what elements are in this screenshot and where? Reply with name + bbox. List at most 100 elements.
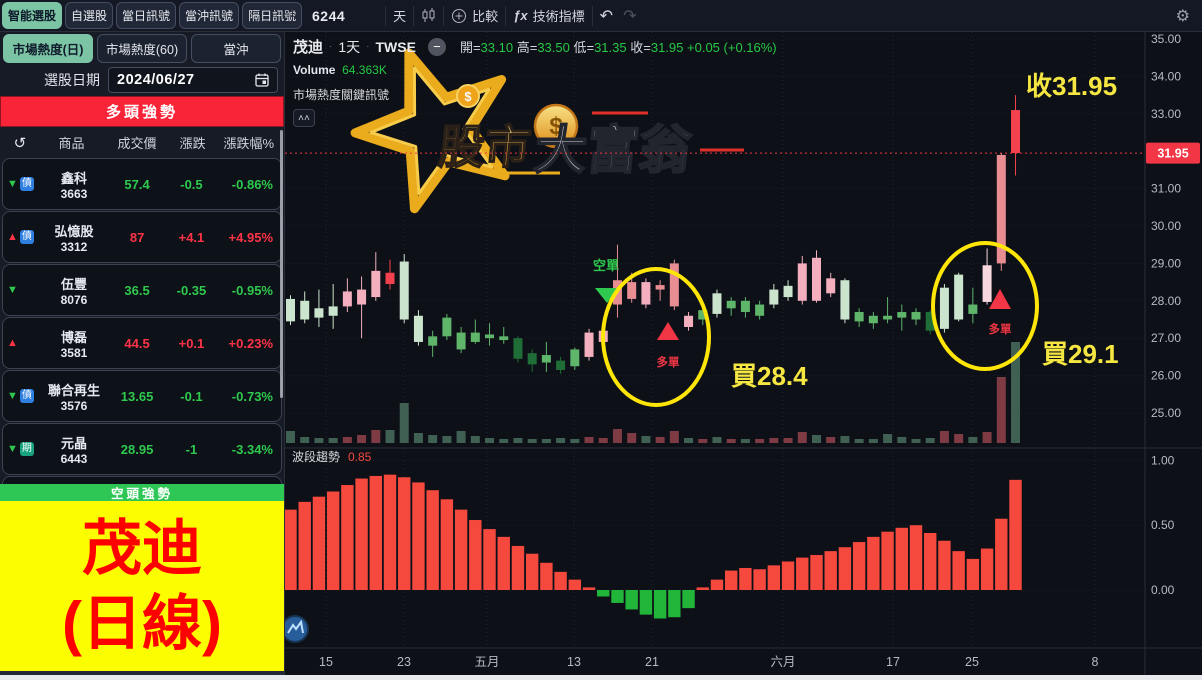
stock-name-block: 弘憶股 3312	[40, 221, 108, 254]
date-label: 選股日期	[44, 72, 100, 88]
interval-button[interactable]: 天	[393, 9, 407, 24]
time-axis-label: 13	[567, 655, 581, 669]
stock-name: 元晶	[60, 435, 87, 451]
refresh-icon[interactable]: ↺	[13, 134, 27, 152]
price-axis-label: 27.00	[1151, 331, 1181, 345]
price-axis-label: 35.00	[1151, 32, 1181, 46]
time-axis-label: 17	[886, 655, 900, 669]
stock-change: -0.1	[180, 388, 203, 404]
stock-name-block: 博磊 3581	[40, 327, 108, 360]
fx-icon: ƒx	[513, 8, 528, 23]
stock-price: 44.5	[124, 335, 150, 351]
bear-strength-header: 空頭強勢	[0, 484, 284, 501]
candlestick-icon	[422, 8, 435, 22]
direction-signal: ▼ 債	[7, 177, 40, 191]
table-row[interactable]: ▲ 博磊 3581 44.5 +0.1 +0.23%	[2, 317, 282, 369]
col-header-price: 成交價	[117, 136, 157, 151]
tab-heat-2[interactable]: 當沖	[191, 33, 281, 63]
note-stock-name: 茂迪	[82, 515, 202, 582]
stock-change-pct: +4.95%	[228, 229, 273, 245]
down-arrow-icon: ▼	[7, 390, 18, 402]
undo-button[interactable]: ↶	[599, 7, 614, 25]
price-axis-label: 28.00	[1151, 294, 1181, 308]
chart-style-button[interactable]	[421, 8, 436, 23]
page-bottom-strip	[0, 675, 1202, 680]
time-axis-label: 8	[1092, 655, 1099, 669]
tab-heat-1[interactable]: 市場熱度(60)	[97, 33, 187, 63]
stock-name-block: 元晶 6443	[40, 433, 108, 466]
price-axis-label: 26.00	[1151, 369, 1181, 383]
stock-code: 3581	[60, 345, 88, 360]
direction-signal: ▼	[7, 284, 40, 296]
legend-collapse-button[interactable]: −	[427, 37, 446, 56]
price-axis-label: 25.00	[1151, 406, 1181, 420]
stock-change: -0.5	[180, 176, 203, 192]
chart-canvas[interactable]	[285, 32, 1145, 648]
stock-name: 弘憶股	[54, 223, 94, 239]
stock-change-pct: -0.73%	[231, 388, 273, 404]
table-row[interactable]: ▲ 債弘憶股 3312 87 +4.1 +4.95%	[2, 211, 282, 263]
stock-change: -1	[185, 441, 198, 457]
down-arrow-icon: ▼	[7, 178, 18, 190]
stock-code: 3663	[60, 186, 88, 201]
price-axis-label: 31.00	[1151, 182, 1181, 196]
screener-tabs: 智能選股 自選股 當日訊號 當沖訊號 隔日訊號	[0, 2, 303, 29]
stock-name-block: 聯合再生 3576	[40, 380, 108, 413]
toolbar-divider	[385, 5, 387, 26]
stock-change: +0.1	[178, 335, 205, 351]
sidebar-scrollbar[interactable]	[280, 130, 283, 398]
indicators-button[interactable]: ƒx 技術指標	[513, 6, 584, 25]
stock-change: -0.35	[176, 282, 207, 298]
stock-badge: 債	[19, 389, 34, 403]
oscillator-axis-label: 0.00	[1151, 583, 1175, 597]
up-arrow-icon: ▲	[7, 337, 18, 349]
settings-gear-icon[interactable]: ⚙	[1175, 7, 1190, 25]
stock-code: 8076	[60, 292, 88, 307]
stock-badge: 債	[19, 230, 34, 244]
direction-signal: ▼ 期	[7, 442, 40, 456]
indicator-collapse-button[interactable]: ˄˄	[293, 109, 315, 127]
date-filter-row: 選股日期 2024/06/27	[0, 64, 284, 96]
stock-code: 3576	[60, 398, 88, 413]
compare-button[interactable]: 比較	[451, 6, 498, 25]
tab-screener-0[interactable]: 智能選股	[2, 2, 63, 29]
price-axis-label: 33.00	[1151, 107, 1181, 121]
table-header-row: ↺ 商品 成交價 漲跌 漲跌幅%	[0, 127, 284, 158]
time-axis-label: 25	[965, 655, 979, 669]
direction-signal: ▼ 債	[7, 389, 40, 403]
redo-button[interactable]: ↷	[623, 7, 637, 25]
price-axis-label: 34.00	[1151, 69, 1181, 83]
indicators-label: 技術指標	[532, 9, 585, 24]
stock-name: 聯合再生	[47, 382, 100, 398]
tab-screener-2[interactable]: 當日訊號	[116, 2, 177, 29]
stock-price: 87	[129, 229, 145, 245]
date-picker[interactable]: 2024/06/27	[108, 67, 278, 93]
tab-heat-0[interactable]: 市場熱度(日)	[3, 33, 93, 63]
tab-screener-1[interactable]: 自選股	[65, 2, 114, 29]
table-row[interactable]: ▼ 伍豐 8076 36.5 -0.35 -0.95%	[2, 264, 282, 316]
calendar-icon	[255, 73, 269, 87]
current-price-badge	[1146, 142, 1200, 164]
stock-change-pct: +0.23%	[228, 335, 273, 351]
table-row[interactable]: ▼ 債聯合再生 3576 13.65 -0.1 -0.73%	[2, 370, 282, 422]
direction-signal: ▲ 債	[7, 230, 40, 244]
up-arrow-icon: ▲	[7, 231, 18, 243]
table-row[interactable]: ▼ 期元晶 6443 28.95 -1 -3.34%	[2, 423, 282, 475]
heat-tabs: 市場熱度(日) 市場熱度(60) 當沖	[0, 32, 284, 64]
stock-name: 博磊	[60, 329, 87, 345]
stock-price: 57.4	[124, 176, 150, 192]
current-price-badge-value: 31.95	[1157, 147, 1188, 161]
tab-screener-4[interactable]: 隔日訊號	[242, 2, 303, 29]
stock-price: 13.65	[120, 388, 154, 404]
col-header-change: 漲跌	[179, 136, 206, 151]
symbol-search-button[interactable]: 6244	[312, 7, 346, 24]
circle-plus-icon	[452, 8, 467, 23]
time-axis-label: 五月	[474, 655, 499, 669]
stock-code: 6443	[60, 451, 88, 466]
down-arrow-icon: ▼	[7, 284, 18, 296]
note-timeframe: (日線)	[62, 590, 222, 657]
tab-screener-3[interactable]: 當沖訊號	[179, 2, 240, 29]
col-header-pct: 漲跌幅%	[223, 136, 275, 151]
table-row[interactable]: ▼ 債鑫科 3663 57.4 -0.5 -0.86%	[2, 158, 282, 210]
